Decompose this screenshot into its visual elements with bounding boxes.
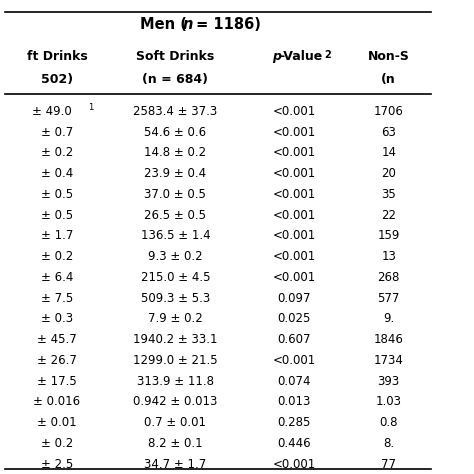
Text: 1.03: 1.03 xyxy=(376,395,401,409)
Text: 0.607: 0.607 xyxy=(277,333,310,346)
Text: 37.0 ± 0.5: 37.0 ± 0.5 xyxy=(145,188,206,201)
Text: <0.001: <0.001 xyxy=(272,105,316,118)
Text: 35: 35 xyxy=(381,188,396,201)
Text: 577: 577 xyxy=(377,292,400,305)
Text: <0.001: <0.001 xyxy=(272,209,316,222)
Text: 1734: 1734 xyxy=(374,354,404,367)
Text: <0.001: <0.001 xyxy=(272,354,316,367)
Text: 0.285: 0.285 xyxy=(277,416,310,429)
Text: 136.5 ± 1.4: 136.5 ± 1.4 xyxy=(141,229,210,242)
Text: <0.001: <0.001 xyxy=(272,167,316,180)
Text: 2: 2 xyxy=(325,50,331,60)
Text: 1706: 1706 xyxy=(374,105,404,118)
Text: = 1186): = 1186) xyxy=(191,17,261,31)
Text: 7.9 ± 0.2: 7.9 ± 0.2 xyxy=(148,312,203,326)
Text: 0.025: 0.025 xyxy=(277,312,310,326)
Text: 0.074: 0.074 xyxy=(277,375,310,388)
Text: ± 0.2: ± 0.2 xyxy=(41,437,73,450)
Text: ± 0.3: ± 0.3 xyxy=(41,312,73,326)
Text: 0.7 ± 0.01: 0.7 ± 0.01 xyxy=(145,416,206,429)
Text: <0.001: <0.001 xyxy=(272,229,316,242)
Text: 0.942 ± 0.013: 0.942 ± 0.013 xyxy=(133,395,218,409)
Text: 54.6 ± 0.6: 54.6 ± 0.6 xyxy=(144,126,207,138)
Text: ± 6.4: ± 6.4 xyxy=(41,271,73,284)
Text: 22: 22 xyxy=(381,209,396,222)
Text: 23.9 ± 0.4: 23.9 ± 0.4 xyxy=(144,167,207,180)
Text: 159: 159 xyxy=(377,229,400,242)
Text: 502): 502) xyxy=(41,73,73,86)
Text: 509.3 ± 5.3: 509.3 ± 5.3 xyxy=(141,292,210,305)
Text: <0.001: <0.001 xyxy=(272,126,316,138)
Text: 9.: 9. xyxy=(383,312,394,326)
Text: n: n xyxy=(182,17,193,31)
Text: ± 17.5: ± 17.5 xyxy=(37,375,77,388)
Text: 313.9 ± 11.8: 313.9 ± 11.8 xyxy=(137,375,214,388)
Text: 9.3 ± 0.2: 9.3 ± 0.2 xyxy=(148,250,203,263)
Text: 268: 268 xyxy=(377,271,400,284)
Text: ± 2.5: ± 2.5 xyxy=(41,458,73,471)
Text: 0.446: 0.446 xyxy=(277,437,310,450)
Text: <0.001: <0.001 xyxy=(272,250,316,263)
Text: ± 1.7: ± 1.7 xyxy=(41,229,73,242)
Text: 20: 20 xyxy=(381,167,396,180)
Text: ± 49.0: ± 49.0 xyxy=(32,105,72,118)
Text: ± 0.4: ± 0.4 xyxy=(41,167,73,180)
Text: Soft Drinks: Soft Drinks xyxy=(136,50,215,63)
Text: 14: 14 xyxy=(381,146,396,159)
Text: 8.2 ± 0.1: 8.2 ± 0.1 xyxy=(148,437,203,450)
Text: <0.001: <0.001 xyxy=(272,458,316,471)
Text: 0.013: 0.013 xyxy=(277,395,310,409)
Text: 1299.0 ± 21.5: 1299.0 ± 21.5 xyxy=(133,354,218,367)
Text: p: p xyxy=(273,50,282,63)
Text: 77: 77 xyxy=(381,458,396,471)
Text: Non-S: Non-S xyxy=(368,50,410,63)
Text: <0.001: <0.001 xyxy=(272,271,316,284)
Text: ± 45.7: ± 45.7 xyxy=(37,333,77,346)
Text: ± 0.2: ± 0.2 xyxy=(41,146,73,159)
Text: 393: 393 xyxy=(378,375,400,388)
Text: <0.001: <0.001 xyxy=(272,188,316,201)
Text: 1940.2 ± 33.1: 1940.2 ± 33.1 xyxy=(133,333,218,346)
Text: ± 0.01: ± 0.01 xyxy=(37,416,77,429)
Text: ± 7.5: ± 7.5 xyxy=(41,292,73,305)
Text: 1: 1 xyxy=(88,103,93,112)
Text: ± 26.7: ± 26.7 xyxy=(37,354,77,367)
Text: 13: 13 xyxy=(381,250,396,263)
Text: 26.5 ± 0.5: 26.5 ± 0.5 xyxy=(145,209,206,222)
Text: ft Drinks: ft Drinks xyxy=(27,50,87,63)
Text: ± 0.5: ± 0.5 xyxy=(41,209,73,222)
Text: 34.7 ± 1.7: 34.7 ± 1.7 xyxy=(144,458,207,471)
Text: 2583.4 ± 37.3: 2583.4 ± 37.3 xyxy=(133,105,218,118)
Text: ± 0.5: ± 0.5 xyxy=(41,188,73,201)
Text: 8.: 8. xyxy=(383,437,394,450)
Text: (n: (n xyxy=(381,73,396,86)
Text: -Value: -Value xyxy=(280,50,323,63)
Text: <0.001: <0.001 xyxy=(272,146,316,159)
Text: 0.8: 0.8 xyxy=(379,416,398,429)
Text: (n = 684): (n = 684) xyxy=(142,73,209,86)
Text: 63: 63 xyxy=(381,126,396,138)
Text: ± 0.7: ± 0.7 xyxy=(41,126,73,138)
Text: 215.0 ± 4.5: 215.0 ± 4.5 xyxy=(141,271,210,284)
Text: 14.8 ± 0.2: 14.8 ± 0.2 xyxy=(144,146,207,159)
Text: 1846: 1846 xyxy=(374,333,404,346)
Text: ± 0.2: ± 0.2 xyxy=(41,250,73,263)
Text: Men (: Men ( xyxy=(140,17,187,31)
Text: 0.097: 0.097 xyxy=(277,292,310,305)
Text: ± 0.016: ± 0.016 xyxy=(33,395,81,409)
